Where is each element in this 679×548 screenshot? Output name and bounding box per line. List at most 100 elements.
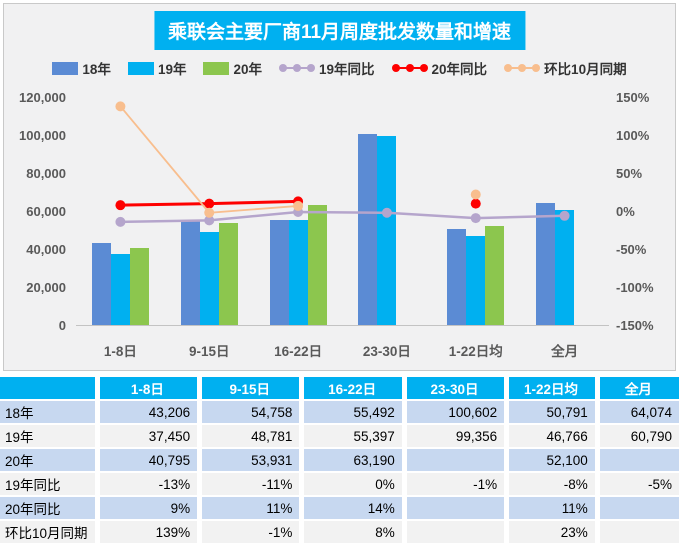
table-row-19年同比: 19年同比 -13% -11% 0% -1% -8% -5%: [0, 473, 679, 495]
table-cell: 40,795: [99, 449, 198, 471]
table-cell: 53,931: [202, 449, 300, 471]
chart-title: 乘联会主要厂商11月周度批发数量和增速: [153, 11, 526, 50]
marker-20年同比-1-22日均: [470, 198, 481, 209]
x-axis-label: 23-30日: [362, 344, 411, 359]
marker-环比10月同期-1-22日均: [470, 189, 481, 200]
x-axis-label: 1-8日: [103, 344, 137, 359]
table-cell: 54,758: [202, 401, 300, 423]
right-axis-tick: -150%: [616, 318, 654, 333]
line-series-layer: [115, 101, 570, 227]
row-label: 19年: [0, 425, 95, 447]
bar-18年-1-22日均: [447, 228, 467, 325]
table-cell: 11%: [509, 497, 595, 519]
bar-18年-全月: [536, 203, 556, 325]
marker-19年同比-23-30日: [381, 207, 392, 218]
table-row-20年: 20年 40,795 53,931 63,190 52,100: [0, 449, 679, 471]
right-axis-tick: -50%: [616, 242, 647, 257]
table-cell: 63,190: [304, 449, 402, 471]
table-cell: 99,356: [406, 425, 505, 447]
table-cell: [599, 521, 679, 543]
chart-panel: 乘联会主要厂商11月周度批发数量和增速 18年 19年 20年 19年同比 20年同比 环…: [3, 3, 676, 371]
legend-item-5: 环比10月同期: [504, 58, 627, 78]
right-axis-tick: -100%: [616, 280, 654, 295]
table-cell: -5%: [599, 473, 679, 495]
left-axis-tick: 100,000: [19, 128, 66, 143]
bar-19年-9-15日: [199, 232, 219, 325]
line-19年同比: [120, 210, 565, 224]
table-cell: -8%: [509, 473, 595, 495]
legend-label: 20年同比: [431, 62, 488, 77]
table-cell: 50,791: [509, 401, 595, 423]
bar-18年-9-15日: [180, 220, 200, 325]
column-header: 16-22日: [304, 377, 402, 399]
bar-19年-16-22日: [288, 219, 308, 325]
table-cell: 0%: [304, 473, 402, 495]
bar-18年-1-8日: [91, 242, 111, 325]
x-axis-label: 9-15日: [188, 344, 230, 359]
table-cell: -1%: [406, 473, 505, 495]
row-label: 19年同比: [0, 473, 95, 495]
table-cell: 11%: [202, 497, 300, 519]
table-cell: 8%: [304, 521, 402, 543]
legend-item-3: 19年同比: [279, 58, 375, 78]
table-row-环比10月同期: 环比10月同期 139% -1% 8% 23%: [0, 521, 679, 543]
table-cell: [599, 449, 679, 471]
legend-label: 19年同比: [319, 62, 375, 77]
legend-item-1: 19年: [127, 58, 187, 78]
table-cell: 46,766: [509, 425, 595, 447]
table-cell: 43,206: [99, 401, 198, 423]
table-cell: 37,450: [99, 425, 198, 447]
bar-19年-全月: [555, 209, 575, 325]
legend-bar-swatch: [52, 61, 79, 75]
table-cell: 55,397: [304, 425, 402, 447]
left-axis-tick: 120,000: [19, 90, 66, 105]
legend-label: 18年: [82, 62, 111, 77]
table-cell: 9%: [99, 497, 198, 519]
bar-20年-16-22日: [307, 204, 327, 325]
legend-item-4: 20年同比: [391, 58, 488, 78]
right-axis-tick: 100%: [616, 128, 650, 143]
row-label: 20年: [0, 449, 95, 471]
legend-bar-swatch: [203, 61, 230, 75]
column-header-blank: [0, 377, 95, 399]
right-axis-tick: 50%: [616, 166, 643, 181]
marker-19年同比-1-8日: [115, 216, 126, 227]
table-cell: [406, 521, 505, 543]
marker-19年同比-全月: [559, 210, 570, 221]
table-cell: 60,790: [599, 425, 679, 447]
column-header: 9-15日: [202, 377, 300, 399]
bar-19年-1-22日均: [466, 236, 486, 325]
right-axis-tick: 150%: [616, 90, 650, 105]
table-cell: 23%: [509, 521, 595, 543]
marker-环比10月同期-1-8日: [115, 101, 126, 112]
legend-label: 20年: [233, 62, 262, 77]
bar-19年-1-8日: [110, 253, 130, 325]
legend-line-swatch: [504, 64, 541, 72]
table-row-19年: 19年 37,450 48,781 55,397 99,356 46,766 60,790: [0, 425, 679, 447]
left-axis-tick: 40,000: [26, 242, 66, 257]
right-axis-tick: 0%: [616, 204, 635, 219]
legend-label: 环比10月同期: [544, 62, 627, 77]
marker-19年同比-1-22日均: [470, 213, 481, 224]
left-axis-tick: 60,000: [26, 204, 66, 219]
legend-label: 19年: [157, 62, 187, 77]
table-cell: -13%: [99, 473, 198, 495]
marker-20年同比-9-15日: [204, 198, 215, 209]
chart-legend: 18年 19年 20年 19年同比 20年同比 环比10月同期: [4, 58, 675, 78]
column-header: 全月: [599, 377, 679, 399]
bar-20年-9-15日: [218, 222, 238, 325]
table-cell: 139%: [99, 521, 198, 543]
line-环比10月同期: [119, 105, 299, 214]
left-axis-tick: 0: [58, 318, 66, 333]
marker-环比10月同期-16-22日: [293, 200, 304, 211]
column-header: 23-30日: [406, 377, 505, 399]
legend-item-0: 18年: [52, 58, 111, 78]
row-label: 20年同比: [0, 497, 95, 519]
plot-area: [76, 98, 609, 326]
legend-bar-swatch: [127, 61, 154, 75]
table-cell: -1%: [202, 521, 300, 543]
marker-20年同比-1-8日: [115, 200, 126, 211]
table-row-20年同比: 20年同比 9% 11% 14% 11%: [0, 497, 679, 519]
table-cell: 55,492: [304, 401, 402, 423]
column-header: 1-22日均: [509, 377, 595, 399]
